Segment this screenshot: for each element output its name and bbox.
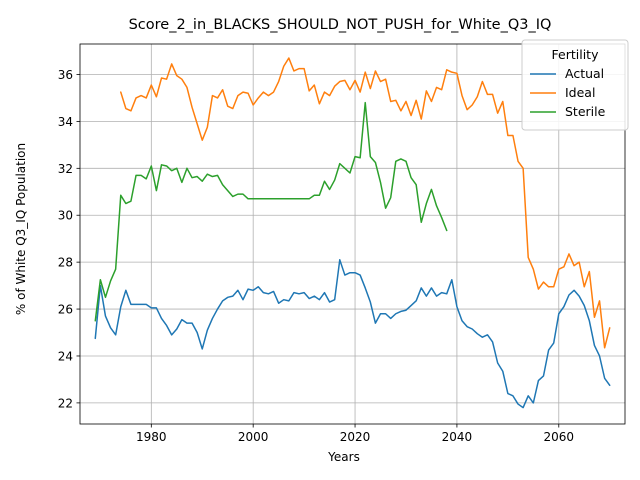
legend-label-ideal: Ideal — [565, 85, 595, 100]
x-tick-label: 1980 — [136, 430, 167, 444]
legend-title: Fertility — [552, 47, 600, 62]
y-tick-label: 22 — [58, 396, 73, 410]
x-tick-label: 2020 — [340, 430, 371, 444]
grid-lines — [80, 44, 625, 424]
legend-label-sterile: Sterile — [565, 104, 606, 119]
legend-label-actual: Actual — [565, 66, 604, 81]
x-tick-label: 2040 — [442, 430, 473, 444]
y-tick-label: 34 — [58, 115, 73, 129]
series-line-sterile — [94, 101, 448, 322]
x-axis-label: Years — [327, 450, 360, 464]
y-tick-label: 36 — [58, 68, 73, 82]
legend: Fertility Actual Ideal Sterile — [521, 39, 629, 131]
y-tick-label: 24 — [58, 349, 73, 363]
x-tick-label: 2060 — [544, 430, 575, 444]
series-lines — [94, 57, 611, 409]
chart-title: Score_2_in_BLACKS_SHOULD_NOT_PUSH_for_Wh… — [129, 17, 552, 33]
series-line-ideal — [120, 57, 611, 349]
x-tick-label: 2000 — [238, 430, 269, 444]
plot-area — [79, 43, 626, 425]
x-axis-ticks: 1980 2000 2020 2040 2060 — [136, 424, 574, 444]
legend-box — [521, 39, 629, 131]
y-tick-label: 30 — [58, 209, 73, 223]
y-tick-label: 32 — [58, 162, 73, 176]
y-tick-label: 28 — [58, 256, 73, 270]
y-tick-label: 26 — [58, 303, 73, 317]
series-line-actual — [94, 259, 611, 409]
y-axis-label: % of White Q3_IQ Population — [14, 143, 28, 315]
y-axis-ticks: 22 24 26 28 30 32 34 36 — [58, 68, 80, 410]
